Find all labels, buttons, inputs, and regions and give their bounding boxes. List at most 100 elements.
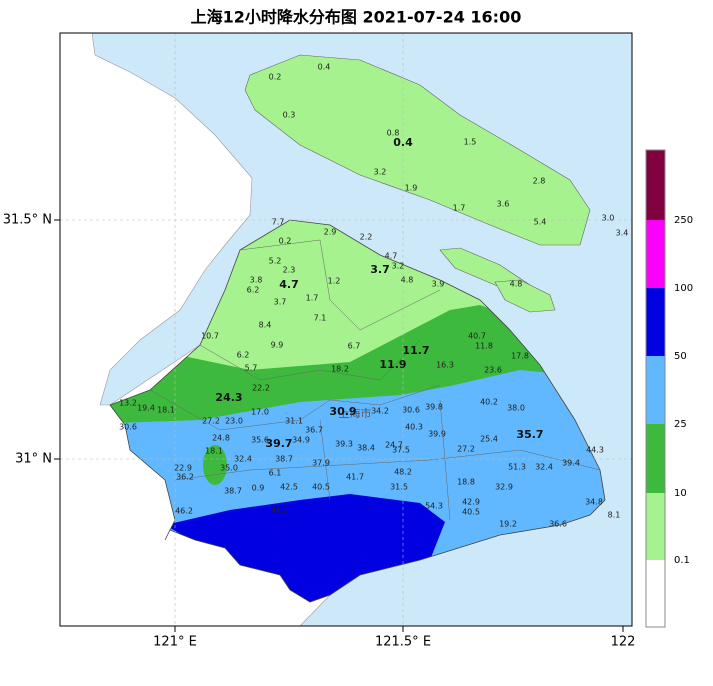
station-value: 35.0 [220,464,238,473]
station-value: 40.2 [480,398,498,407]
station-value: 39.8 [425,403,443,412]
border [149,384,441,431]
district-value: 39.7 [265,437,292,450]
station-value: 42.9 [462,498,480,507]
station-value: 3.6 [497,200,510,209]
station-value: 16.3 [436,361,454,370]
station-value: 0.4 [318,63,331,72]
station-value: 42.5 [280,483,298,492]
station-value: 40.7 [468,332,486,341]
station-value: 36.7 [305,426,323,435]
station-value: 19.2 [499,520,517,529]
colorbar-swatch [646,424,665,493]
district-value: 24.3 [215,391,242,404]
district-value: 3.7 [370,263,390,276]
station-value: 44.3 [586,446,604,455]
station-value: 5.4 [534,218,547,227]
colorbar-swatch [646,150,665,220]
station-value: 2.9 [324,228,337,237]
station-value: 38.7 [224,487,242,496]
colorbar-label: 0.1 [674,555,690,566]
station-value: 2.2 [360,233,373,242]
station-value: 13.2 [119,399,137,408]
y-tick-label: 31° N [15,452,52,467]
station-value: 19.4 [137,404,155,413]
station-value: 6.7 [348,342,361,351]
city-label: 上海市 [339,406,372,420]
station-value: 1.2 [328,277,341,286]
station-value: 18.1 [205,447,223,456]
station-value: 48.2 [394,468,412,477]
border [199,339,421,381]
graticule [60,33,632,626]
colorbar-label: 25 [674,419,687,430]
station-value: 3.2 [392,262,405,271]
station-value: 40.5 [312,483,330,492]
station-value: 24.8 [212,434,230,443]
station-value: 0.2 [279,237,292,246]
station-value: 3.2 [374,168,387,177]
station-value: 17.8 [511,352,529,361]
colorbar-swatch [646,220,665,288]
station-value: 6.1 [269,469,282,478]
station-value: 3.8 [250,276,263,285]
rain-band [165,494,445,602]
station-value: 30.6 [402,406,420,415]
district-value: 11.7 [402,344,429,357]
x-tick-label: 121° E [153,635,197,650]
station-value: 32.4 [535,463,553,472]
station-value: 34.2 [371,407,389,416]
station-value: 40.5 [462,508,480,517]
station-value: 18.2 [331,365,349,374]
border [239,239,441,331]
y-tick-label: 31.5° N [3,213,52,228]
station-value: 37.5 [392,446,410,455]
station-value: 6.2 [247,286,260,295]
station-value: 8.1 [608,511,621,520]
station-value: 34.9 [292,436,310,445]
station-value: 32.9 [495,483,513,492]
station-value: 46.2 [175,507,193,516]
district-borders [149,239,601,521]
colorbar-swatch [646,560,665,627]
district-value: 0.4 [393,136,413,149]
station-value: 34.8 [585,498,603,507]
station-value: 1.7 [453,204,466,213]
island [494,279,556,313]
station-value: 32.4 [234,455,252,464]
station-value: 5.7 [245,364,258,373]
station-value: 27.2 [202,417,220,426]
station-value: 39.9 [428,430,446,439]
station-value: 8.4 [259,321,272,330]
station-value: 3.4 [616,229,629,238]
district-value: 11.9 [379,358,406,371]
colorbar-swatch [646,356,665,424]
station-value: 22.2 [252,384,270,393]
station-value: 24.7 [385,441,403,450]
station-value: 5.2 [269,257,282,266]
station-value: 54.3 [425,502,443,511]
station-value: 23.6 [484,366,502,375]
station-value: 4.8 [510,280,523,289]
station-value: 9.9 [271,341,284,350]
station-value: 18.1 [157,406,175,415]
station-value: 6.2 [237,351,250,360]
station-value: 2.3 [283,266,296,275]
station-value: 11.8 [475,342,493,351]
station-value: 3.9 [432,280,445,289]
station-value: 22.9 [174,464,192,473]
station-value: 10.7 [201,332,219,341]
station-value: 0.3 [283,111,296,120]
station-value: 40.3 [405,423,423,432]
station-value: 0.9 [252,484,265,493]
station-value: 0.8 [387,129,400,138]
station-value: 23.0 [225,417,243,426]
island [244,54,591,246]
station-value: 27.2 [457,445,475,454]
station-value: 39.4 [562,459,580,468]
colorbar-frame [645,149,666,628]
ticks [54,219,624,632]
station-value: 1.9 [405,184,418,193]
border [174,449,601,481]
